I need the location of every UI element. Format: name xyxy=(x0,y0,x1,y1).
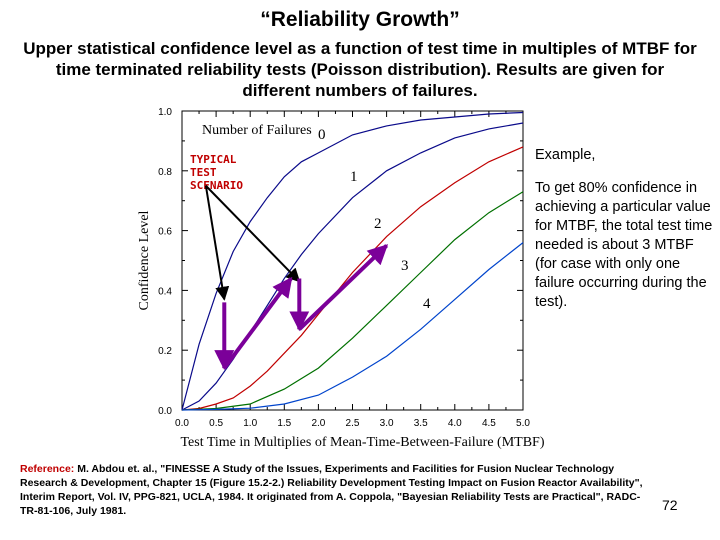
y-tick-label: 0.2 xyxy=(158,346,172,357)
x-tick-label: 3.0 xyxy=(380,418,394,429)
purple-diagonal-arrow xyxy=(222,276,293,370)
legend-title: Number of Failures xyxy=(202,123,312,138)
scenario-label-line: TEST xyxy=(190,166,217,179)
example-note: Example, To get 80% confidence in achiev… xyxy=(535,146,713,326)
y-tick-label: 0.4 xyxy=(158,286,172,297)
slide-subtitle: Upper statistical confidence level as a … xyxy=(23,39,697,100)
reference-label: Reference: xyxy=(20,463,75,475)
x-tick-label: 0.5 xyxy=(209,418,223,429)
purple-diagonal-arrow xyxy=(297,244,389,331)
x-tick-label: 3.5 xyxy=(414,418,428,429)
y-tick-label: 1.0 xyxy=(158,107,172,118)
slide-title: “Reliability Growth” xyxy=(260,8,460,31)
y-tick-label: 0.8 xyxy=(158,167,172,178)
scenario-pointer-arrow xyxy=(205,185,301,283)
example-heading: Example, xyxy=(535,147,596,163)
scenario-label-line: TYPICAL xyxy=(190,153,237,166)
series-line-4 xyxy=(181,242,524,411)
x-tick-label: 0.0 xyxy=(175,418,189,429)
series-label-2: 2 xyxy=(374,216,382,232)
x-tick-label: 1.5 xyxy=(277,418,291,429)
x-tick-label: 2.5 xyxy=(346,418,360,429)
reference-text: Reference: M. Abdou et. al., "FINESSE A … xyxy=(20,462,650,518)
scenario-label-line: SCENARIO xyxy=(190,179,243,192)
y-tick-label: 0.6 xyxy=(158,227,172,238)
series-label-0: 0 xyxy=(318,127,326,143)
x-tick-label: 4.0 xyxy=(448,418,462,429)
x-tick-label: 2.0 xyxy=(311,418,325,429)
y-tick-label: 0.0 xyxy=(158,406,172,417)
series-line-2 xyxy=(181,146,524,411)
y-axis-title: Confidence Level xyxy=(137,210,152,310)
series-line-1 xyxy=(181,122,524,411)
x-tick-label: 5.0 xyxy=(516,418,530,429)
x-axis-title: Test Time in Multiplies of Mean-Time-Bet… xyxy=(180,435,544,450)
example-body: To get 80% confidence in achieving a par… xyxy=(535,180,713,310)
series-line-3 xyxy=(181,191,524,411)
scenario-pointer-arrow xyxy=(204,185,230,301)
series-label-4: 4 xyxy=(423,296,431,312)
reference-body: M. Abdou et. al., "FINESSE A Study of th… xyxy=(20,463,643,517)
x-tick-label: 1.0 xyxy=(243,418,257,429)
x-tick-label: 4.5 xyxy=(482,418,496,429)
series-label-1: 1 xyxy=(350,169,358,185)
series-label-3: 3 xyxy=(401,258,409,274)
page-number: 72 xyxy=(662,497,678,513)
